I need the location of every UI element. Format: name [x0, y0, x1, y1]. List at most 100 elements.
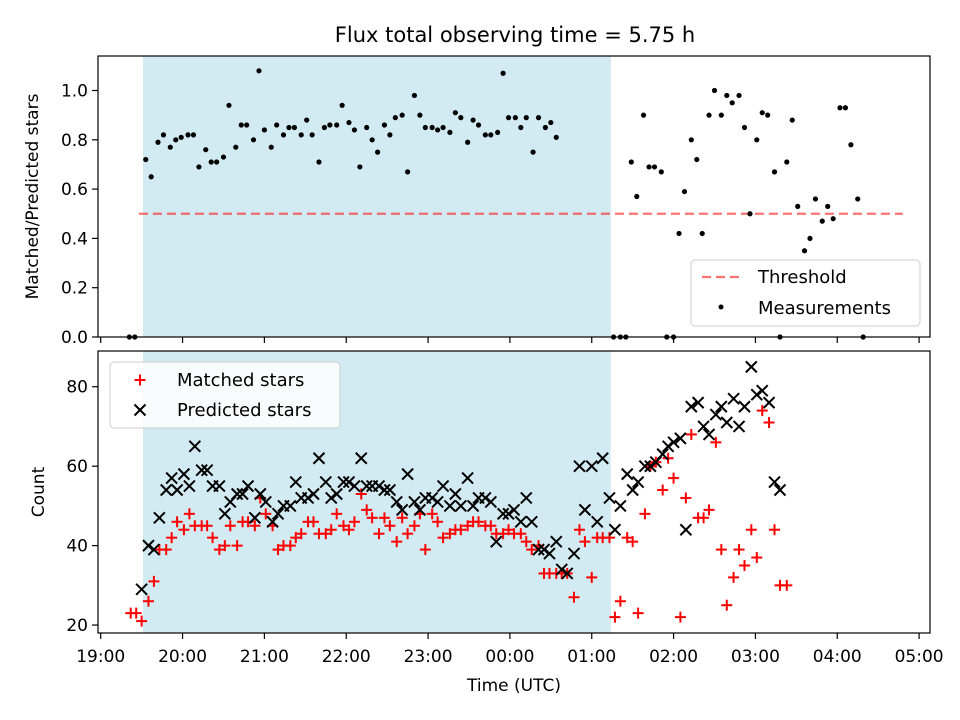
- predicted-star-point: [330, 487, 343, 501]
- predicted-star-point: [750, 388, 763, 401]
- predicted-star-point: [360, 479, 373, 493]
- measurement-point: [488, 132, 494, 138]
- predicted-star-point: [337, 475, 350, 489]
- legend-cross-marker: [133, 403, 147, 417]
- bottom-legend-box: [109, 361, 341, 429]
- matched-star-point: [432, 516, 444, 528]
- measurement-point: [842, 105, 849, 111]
- measurement-point: [754, 137, 760, 143]
- observing-window-band: [143, 56, 611, 337]
- matched-star-point: [586, 571, 598, 583]
- measurement-point: [233, 144, 239, 150]
- legend-threshold-label: Threshold: [757, 267, 847, 288]
- matched-star-point: [224, 520, 236, 532]
- matched-star-point: [710, 436, 722, 448]
- measurement-point: [435, 127, 441, 133]
- predicted-star-point: [241, 479, 255, 493]
- predicted-star-point: [170, 483, 184, 497]
- measurement-point: [357, 164, 363, 170]
- matched-star-point: [366, 512, 378, 524]
- matched-star-point: [703, 504, 715, 516]
- predicted-star-point: [727, 392, 740, 405]
- predicted-star-point: [142, 539, 155, 552]
- predicted-star-point: [325, 491, 338, 505]
- measurement-point: [143, 156, 149, 163]
- matched-star-point: [171, 516, 183, 528]
- matched-star-point: [426, 508, 438, 520]
- matched-star-point: [183, 508, 195, 520]
- predicted-star-point: [756, 384, 769, 397]
- x-axis-label: Time (UTC): [466, 676, 561, 696]
- matched-star-point: [639, 508, 651, 520]
- matched-star-point: [698, 512, 710, 524]
- measurement-point: [440, 124, 446, 131]
- predicted-stars-points: [135, 360, 787, 596]
- predicted-star-point: [312, 452, 326, 465]
- measurement-point: [729, 100, 735, 106]
- predicted-star-point: [466, 499, 480, 513]
- measurement-point: [214, 159, 220, 165]
- bottom-y-axis-label: Count: [29, 466, 49, 517]
- predicted-star-point: [745, 360, 758, 374]
- predicted-star-point: [702, 428, 716, 441]
- predicted-star-point: [449, 487, 462, 501]
- legend-matched-swatch: [134, 374, 146, 386]
- measurement-point: [535, 115, 542, 121]
- predicted-star-point: [638, 459, 652, 473]
- predicted-star-point: [532, 543, 545, 556]
- matched-star-point: [373, 528, 385, 540]
- measurement-point: [429, 124, 435, 131]
- matched-star-point: [657, 484, 669, 496]
- measurement-point: [688, 137, 694, 143]
- predicted-star-point: [720, 416, 733, 429]
- measurement-point: [500, 70, 506, 76]
- measurement-point: [274, 122, 280, 128]
- predicted-star-point: [537, 543, 551, 556]
- predicted-star-point: [372, 479, 386, 493]
- matched-star-point: [130, 607, 142, 619]
- measurement-point: [694, 156, 700, 163]
- predicted-star-point: [425, 491, 439, 505]
- matched-star-point: [308, 516, 320, 528]
- predicted-star-point: [307, 487, 320, 501]
- legend-measurements-swatch: [718, 304, 724, 310]
- predicted-star-point: [773, 483, 787, 497]
- predicted-star-point: [177, 467, 191, 481]
- matched-star-point: [136, 615, 148, 627]
- measurement-point: [825, 203, 831, 209]
- predicted-star-point: [738, 400, 751, 413]
- predicted-star-point: [443, 499, 457, 513]
- predicted-star-point: [479, 491, 492, 505]
- matched-star-point: [219, 540, 231, 552]
- matched-star-point: [384, 520, 396, 532]
- measurement-point: [640, 112, 647, 118]
- measurement-point: [196, 164, 202, 170]
- y-tick-label: 0.0: [61, 328, 88, 348]
- measurement-point: [747, 211, 753, 217]
- y-tick-label: 40: [66, 537, 88, 557]
- predicted-star-point: [236, 487, 249, 501]
- matched-star-point: [348, 516, 360, 528]
- measurement-point: [452, 110, 458, 116]
- predicted-star-point: [614, 499, 627, 513]
- measurement-point: [518, 124, 524, 131]
- predicted-star-point: [195, 463, 208, 477]
- measurement-point: [399, 112, 405, 118]
- predicted-star-point: [603, 491, 616, 505]
- predicted-star-point: [147, 543, 161, 556]
- measurement-point: [548, 119, 554, 126]
- predicted-star-point: [578, 503, 592, 517]
- measurement-point: [178, 134, 184, 140]
- measurement-point: [706, 112, 712, 118]
- measurement-point: [812, 196, 819, 202]
- measurement-point: [364, 124, 370, 131]
- matched-star-point: [763, 416, 775, 428]
- bottom-panel: 20 40 60 80 19:00 20:00 21:00 22:00 23:00 00:00 0…: [29, 350, 944, 696]
- matched-star-point: [166, 532, 178, 544]
- predicted-star-point: [502, 507, 515, 521]
- measurement-point: [855, 196, 861, 202]
- measurement-point: [286, 124, 292, 131]
- measurement-point: [190, 132, 197, 138]
- predicted-star-point: [715, 400, 728, 413]
- predicted-star-point: [590, 515, 604, 528]
